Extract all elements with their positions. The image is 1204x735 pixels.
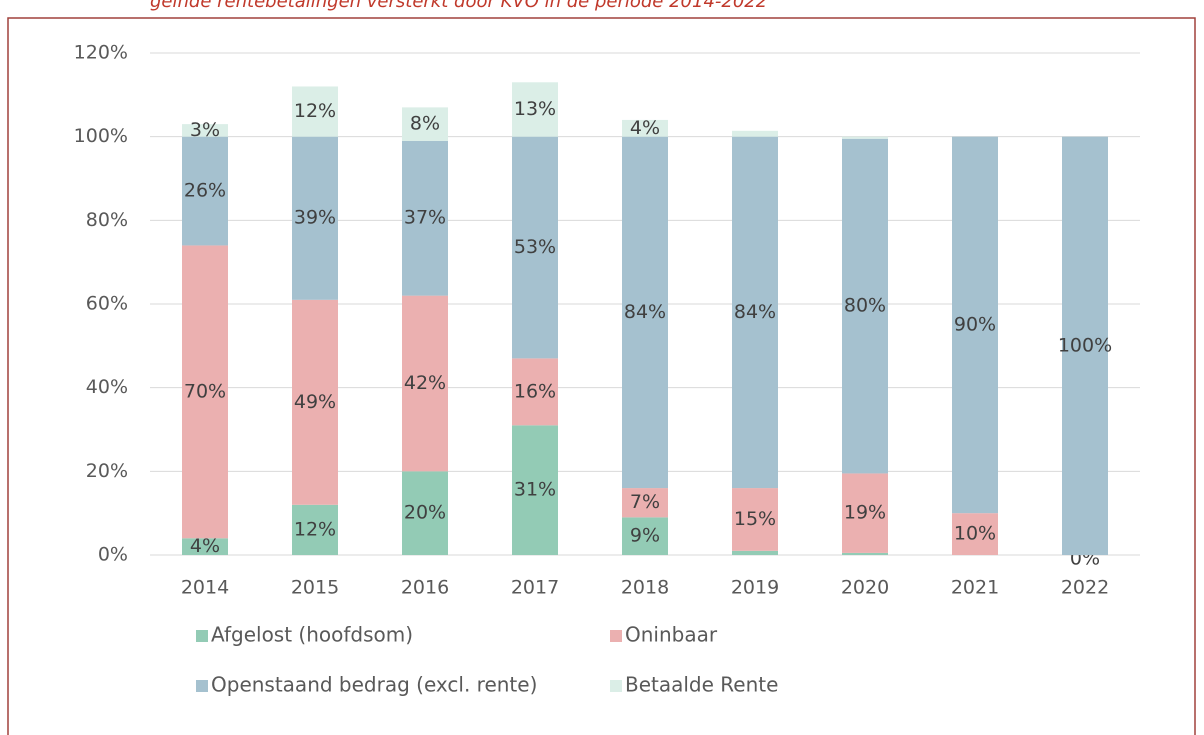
bar-segment [402,471,448,555]
bar-segment [842,136,888,139]
bar-segment [842,138,888,474]
data-label: 10% [954,523,996,545]
bar-segment [622,136,668,489]
y-tick-label: 0% [98,544,128,566]
y-tick-label: 80% [86,209,128,231]
legend-label: Afgelost (hoofdsom) [211,623,413,647]
legend-swatch [610,680,622,692]
bar-segment [732,130,778,137]
data-label: 70% [184,380,226,402]
x-tick-label: 2018 [621,577,669,599]
bar-segment [952,136,998,514]
chart-subtitle: geïnde rentebetalingen versterkt door KV… [150,0,767,12]
y-tick-label: 60% [86,293,128,315]
data-label: 4% [630,117,660,139]
data-label: 7% [630,491,660,513]
bar-segment [842,473,888,553]
bar-segment [842,552,888,555]
data-label: 15% [734,508,776,530]
data-label: 100% [1058,334,1112,356]
legend-swatch [610,630,622,642]
x-tick-label: 2015 [291,577,339,599]
data-label: 8% [410,113,440,135]
legend-label: Oninbaar [625,623,718,647]
data-label: 42% [404,372,446,394]
bar-segment [402,140,448,296]
bar-segment [952,513,998,555]
data-label: 3% [190,119,220,141]
legend-swatch [196,680,208,692]
bar-segment [732,136,778,489]
bar-segment [182,245,228,539]
data-label: 19% [844,502,886,524]
bar-segment [402,107,448,141]
x-tick-label: 2021 [951,577,999,599]
data-label: 84% [624,301,666,323]
data-label: 26% [184,180,226,202]
bar-segment [622,119,668,137]
data-label: 9% [630,525,660,547]
data-label: 53% [514,236,556,258]
frame [7,17,1196,735]
data-label: 84% [734,301,776,323]
bar-segment [292,86,338,137]
bar-segment [182,538,228,555]
data-label: 12% [294,518,336,540]
bar-segment [512,136,558,359]
data-label: 49% [294,391,336,413]
data-label: 20% [404,502,446,524]
data-label: 37% [404,207,446,229]
bar-segment [292,504,338,555]
bar-segment [182,124,228,137]
data-label: 16% [514,380,556,402]
y-tick-label: 100% [74,125,128,147]
bar-segment [732,550,778,555]
legend-label: Betaalde Rente [625,673,778,697]
data-label: 39% [294,207,336,229]
bar-segment [512,82,558,137]
bar-segment [292,299,338,505]
y-tick-label: 120% [74,42,128,64]
x-tick-label: 2016 [401,577,449,599]
data-label: 4% [190,535,220,557]
x-tick-label: 2017 [511,577,559,599]
data-label: 13% [514,98,556,120]
data-label: 90% [954,313,996,335]
bar-segment [1062,136,1108,555]
data-label: 12% [294,100,336,122]
bar-segment [292,136,338,300]
bar-segment [182,136,228,246]
bar-segment [512,425,558,555]
bar-segment [512,358,558,426]
data-label: 80% [844,295,886,317]
legend-swatch [196,630,208,642]
y-tick-label: 20% [86,460,128,482]
x-tick-label: 2014 [181,577,229,599]
data-label: 31% [514,479,556,501]
bar-segment [622,517,668,555]
x-tick-label: 2020 [841,577,889,599]
legend-label: Openstaand bedrag (excl. rente) [211,673,537,697]
x-tick-label: 2022 [1061,577,1109,599]
bar-segment [732,488,778,551]
bar-segment [622,488,668,518]
y-tick-label: 40% [86,376,128,398]
bar-segment [402,295,448,472]
x-tick-label: 2019 [731,577,779,599]
